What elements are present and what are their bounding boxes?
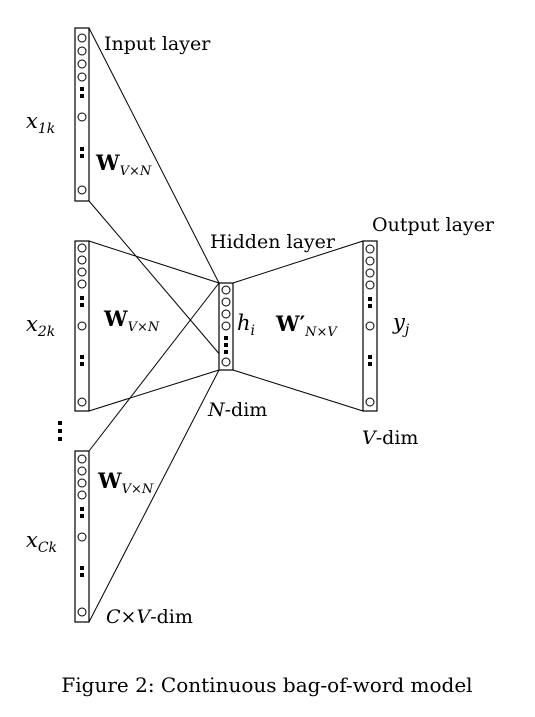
weight-matrix-c: WV×N <box>97 468 154 497</box>
connection-line <box>88 369 220 623</box>
connection-line <box>88 369 220 412</box>
connection-line <box>88 200 234 371</box>
input-vector-2 <box>74 240 90 412</box>
n-dim-rest: -dim <box>225 399 268 421</box>
connection-lines <box>88 27 364 623</box>
connection-line <box>88 240 220 284</box>
figure-caption: Figure 2: Continuous bag-of-word model <box>61 673 472 697</box>
n-dim-label: N-dim <box>207 399 267 421</box>
output-weight-matrix: W′N×V <box>275 311 338 340</box>
input-vector-1 <box>74 27 90 202</box>
connection-line <box>232 240 364 284</box>
v-dim-label: V-dim <box>362 427 418 449</box>
cv-dim-label: C×V-dim <box>106 606 193 628</box>
weight-matrix-2: WV×N <box>103 306 160 335</box>
cv-dim-times: × <box>121 606 137 628</box>
v-dim-rest: -dim <box>376 427 419 449</box>
n-dim-italic: N <box>207 399 226 421</box>
input-var-x2k: x2k <box>26 312 55 340</box>
output-layer-label: Output layer <box>372 214 495 236</box>
output-var-yj: yj <box>392 310 410 338</box>
cv-dim-rest: -dim <box>150 606 193 628</box>
hidden-vector <box>218 282 234 371</box>
input-vector-c <box>74 450 90 623</box>
input-var-xck: xCk <box>26 528 57 556</box>
connection-line <box>232 369 364 412</box>
vertical-ellipsis <box>58 421 62 441</box>
weight-matrix-1: WV×N <box>95 150 152 179</box>
input-var-x1k: x1k <box>26 109 55 137</box>
output-vector <box>362 240 378 412</box>
hidden-layer-label: Hidden layer <box>210 231 336 253</box>
cv-dim-v: V <box>136 606 152 628</box>
input-layer-label: Input layer <box>104 33 211 55</box>
v-dim-italic: V <box>362 427 378 449</box>
connection-line <box>88 282 220 452</box>
hidden-var-hi: hi <box>237 311 255 339</box>
connection-line <box>88 27 220 284</box>
cv-dim-c: C <box>106 606 121 628</box>
